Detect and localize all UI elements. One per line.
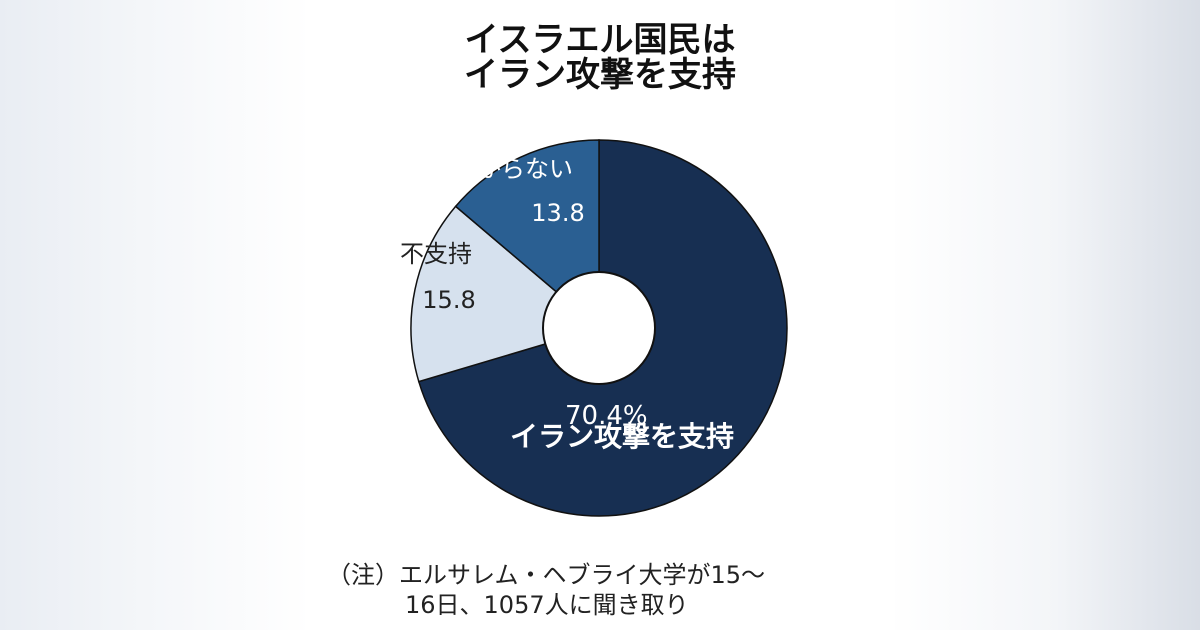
chart-title-line1: イスラエル国民は [464, 20, 736, 60]
chart-card: イスラエル国民は イラン攻撃を支持 70.4% イラン攻撃を支持 不支持 15.… [305, 0, 895, 630]
footnote-line2: 16日、1057人に聞き取り [405, 591, 689, 619]
slice-unknown [454, 139, 600, 330]
slice-label-unknown: 分からない [453, 155, 573, 183]
slice-value-support: 70.4% [565, 401, 648, 431]
footnote: （注）エルサレム・ヘブライ大学が15〜 16日、1057人に聞き取り [327, 560, 887, 620]
donut-hole [542, 271, 656, 385]
donut-chart: 70.4% イラン攻撃を支持 不支持 15.8 分からない 13.8 [400, 139, 788, 517]
slice-label-oppose: 不支持 [400, 240, 472, 268]
slice-label-support: イラン攻撃を支持 [510, 420, 734, 453]
chart-title-line2: イラン攻撃を支持 [464, 55, 736, 95]
footnote-line1: （注）エルサレム・ヘブライ大学が15〜 [327, 561, 766, 589]
slice-value-unknown: 13.8 [531, 199, 584, 227]
slice-value-oppose: 15.8 [422, 286, 475, 314]
